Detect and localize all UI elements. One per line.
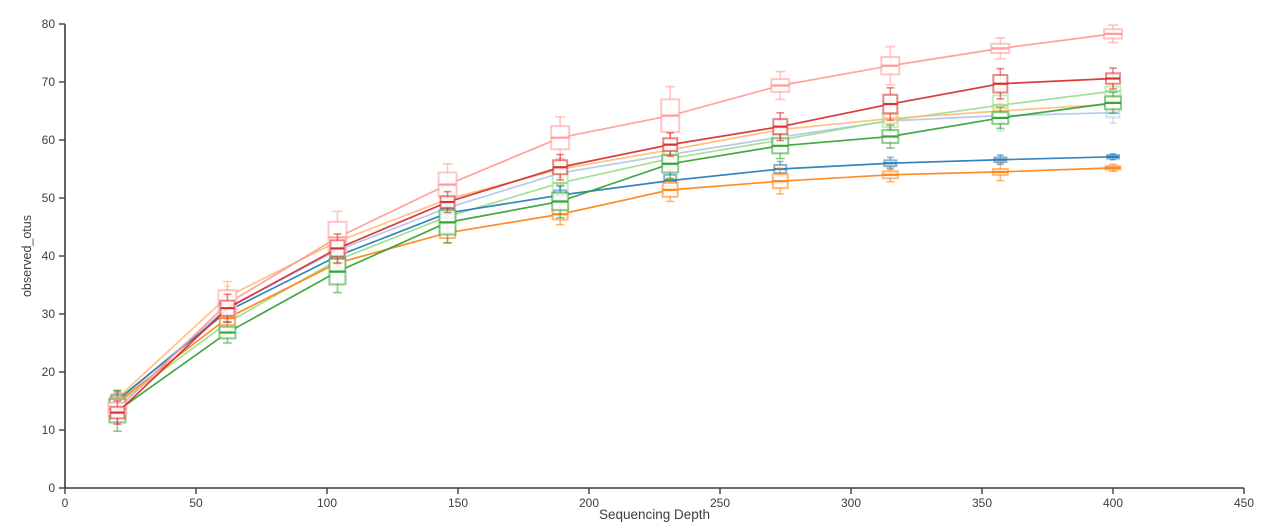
y-tick-label: 40 — [42, 249, 56, 263]
series-line-red — [116, 77, 1114, 414]
y-tick-label: 0 — [48, 481, 55, 495]
series-line-blue — [116, 155, 1114, 401]
x-tick-label: 350 — [972, 496, 992, 510]
x-tick-label: 450 — [1234, 496, 1254, 510]
x-tick-label: 150 — [448, 496, 468, 510]
y-tick-label: 60 — [42, 133, 56, 147]
series-line-pink — [116, 33, 1114, 410]
series-line-light_green — [116, 90, 1114, 405]
y-tick-label: 70 — [42, 75, 56, 89]
y-tick-label: 20 — [42, 365, 56, 379]
y-axis-title: observed_otus — [20, 215, 34, 298]
x-tick-label: 50 — [189, 496, 203, 510]
x-tick-label: 300 — [841, 496, 861, 510]
y-tick-label: 50 — [42, 191, 56, 205]
series-line-orange — [116, 166, 1114, 403]
x-tick-label: 400 — [1103, 496, 1123, 510]
x-tick-label: 250 — [710, 496, 730, 510]
y-tick-label: 30 — [42, 307, 56, 321]
series-line-light_orange — [116, 103, 1114, 399]
y-tick-label: 80 — [42, 17, 56, 31]
x-tick-label: 200 — [579, 496, 599, 510]
x-axis-title: Sequencing Depth — [598, 507, 711, 522]
x-tick-label: 0 — [62, 496, 69, 510]
y-tick-label: 10 — [42, 423, 56, 437]
x-tick-label: 100 — [317, 496, 337, 510]
series-line-green — [116, 102, 1114, 412]
